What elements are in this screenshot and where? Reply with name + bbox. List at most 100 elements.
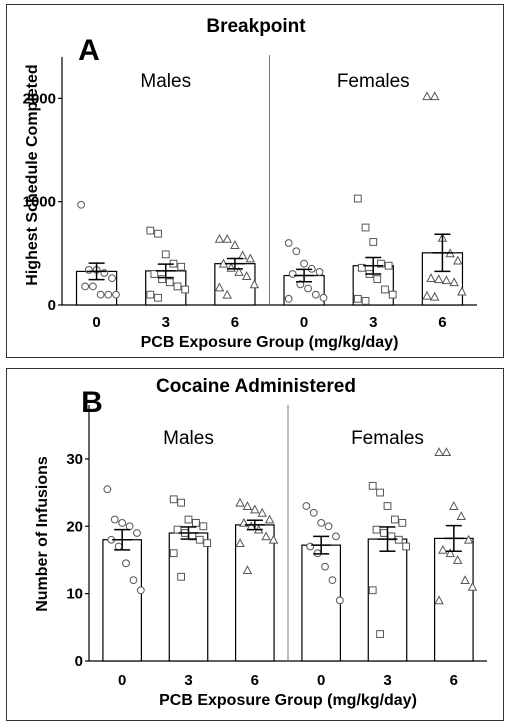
data-point	[136, 586, 145, 595]
data-point	[199, 522, 208, 531]
bar-group-females-6	[433, 447, 478, 662]
data-point	[222, 289, 232, 299]
bar	[102, 539, 143, 662]
x-tick-label: 6	[438, 314, 446, 331]
bar-group-males-0	[102, 485, 145, 662]
data-point	[383, 502, 392, 510]
x-tick-label: 6	[450, 672, 458, 689]
data-point	[177, 498, 186, 507]
data-point	[122, 559, 130, 568]
data-point	[434, 447, 444, 457]
data-point	[381, 285, 389, 294]
data-point	[317, 518, 326, 527]
bar-group-males-6	[214, 233, 260, 306]
bar	[301, 544, 342, 662]
data-point	[429, 91, 440, 101]
data-point	[384, 261, 393, 270]
y-tick-label: 0	[75, 653, 83, 670]
bar	[367, 538, 408, 662]
data-point	[452, 554, 463, 564]
data-point	[261, 531, 271, 541]
data-point	[242, 501, 253, 510]
data-point	[241, 271, 252, 280]
data-point	[284, 239, 293, 247]
data-point	[84, 265, 93, 274]
data-point	[108, 274, 116, 283]
data-point	[328, 576, 337, 585]
data-point	[467, 581, 478, 591]
data-point	[311, 290, 320, 299]
data-point	[112, 290, 120, 299]
data-point	[434, 595, 444, 605]
data-point	[445, 548, 456, 558]
data-point	[257, 507, 267, 517]
data-point	[309, 508, 318, 517]
group-label: Males	[140, 71, 191, 92]
data-point	[284, 294, 293, 303]
data-point	[390, 515, 399, 524]
data-point	[300, 259, 308, 268]
group-label: Females	[337, 71, 410, 92]
panel-letter: A	[78, 34, 100, 67]
data-point	[319, 293, 328, 302]
data-point	[96, 290, 105, 299]
x-tick-label: 0	[300, 314, 308, 331]
data-point	[402, 542, 411, 551]
bar-group-males-3	[145, 226, 190, 306]
data-point	[150, 270, 159, 278]
y-tick-label: 1000	[23, 194, 56, 211]
data-point	[377, 259, 385, 268]
panel-b: Cocaine Administered B 0 10 20 30 Number of In…	[6, 368, 504, 721]
data-point	[306, 542, 315, 551]
data-point	[460, 575, 470, 585]
x-axis-label: PCB Exposure Group (mg/kg/day)	[159, 692, 417, 709]
x-tick-label: 3	[383, 672, 391, 689]
data-point	[441, 447, 452, 457]
data-point	[315, 268, 324, 276]
data-point	[103, 485, 112, 494]
data-point	[146, 226, 155, 235]
bar-group-females-0	[301, 502, 344, 662]
data-point	[335, 596, 344, 605]
data-point	[203, 539, 212, 548]
chart-title: Breakpoint	[206, 16, 306, 37]
data-point	[368, 481, 377, 490]
data-point	[449, 501, 459, 510]
data-point	[441, 275, 452, 285]
data-point	[376, 630, 385, 638]
y-tick-label: 10	[66, 586, 83, 603]
data-point	[184, 515, 193, 524]
data-point	[250, 504, 260, 514]
data-point	[288, 270, 297, 278]
bar	[234, 524, 275, 662]
data-point	[368, 586, 377, 595]
data-point	[104, 290, 113, 299]
bar-group-males-3	[168, 495, 212, 662]
data-point	[129, 576, 138, 585]
data-point	[169, 549, 178, 558]
data-point	[230, 240, 240, 249]
x-tick-label: 3	[162, 314, 170, 331]
data-point	[88, 282, 97, 291]
data-point	[214, 233, 225, 243]
data-point	[177, 572, 186, 581]
data-point	[191, 518, 200, 527]
data-point	[249, 279, 260, 289]
data-point	[449, 277, 459, 287]
data-point	[361, 296, 370, 305]
data-point	[114, 542, 123, 551]
data-point	[237, 250, 248, 260]
data-point	[181, 285, 190, 294]
data-point	[81, 282, 90, 291]
x-tick-label: 0	[317, 672, 325, 689]
data-point	[361, 223, 370, 232]
data-point	[302, 502, 311, 510]
data-point	[118, 518, 127, 527]
data-point	[422, 91, 432, 101]
data-point	[165, 278, 174, 287]
x-tick-label: 6	[251, 672, 259, 689]
data-point	[453, 255, 463, 265]
data-point	[154, 293, 162, 302]
bar-group-females-6	[421, 91, 467, 306]
